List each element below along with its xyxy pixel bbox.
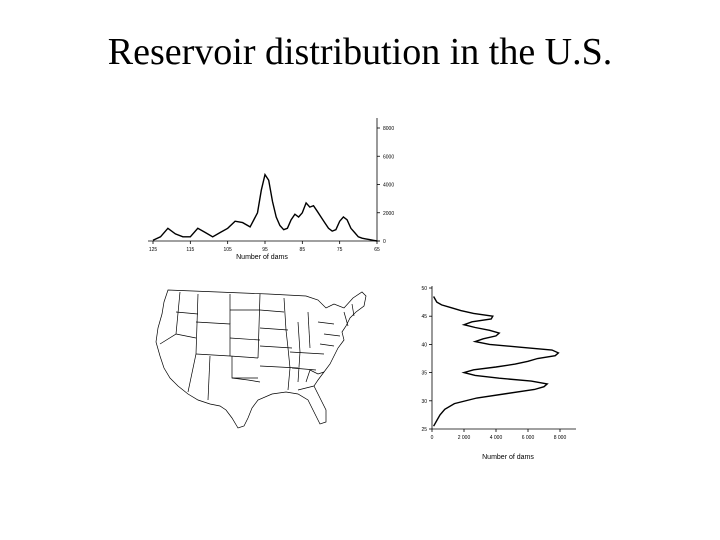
x-tick-label: 6 000 xyxy=(522,435,535,441)
y-tick-label: 6000 xyxy=(383,154,394,160)
y-tick-label: 50 xyxy=(421,286,427,292)
state-borders xyxy=(159,291,355,401)
us-outline xyxy=(155,289,367,429)
x-axis-title: Number of dams xyxy=(236,254,288,261)
x-tick-label: 115 xyxy=(186,247,194,253)
x-tick-label: 125 xyxy=(149,247,158,253)
y-tick-label: 35 xyxy=(421,371,427,377)
x-tick-label: 85 xyxy=(300,247,306,253)
us-state-map xyxy=(155,289,367,429)
y-tick-label: 0 xyxy=(383,239,386,245)
x-tick-label: 65 xyxy=(374,247,380,253)
x-tick-label: 95 xyxy=(262,247,268,253)
x-tick-label: 4 000 xyxy=(490,435,503,441)
y-tick-label: 2000 xyxy=(383,211,394,217)
x-tick-label: 8 000 xyxy=(554,435,567,441)
y-tick-label: 8000 xyxy=(383,126,394,132)
x-tick-label: 0 xyxy=(431,435,434,441)
y-tick-label: 40 xyxy=(421,342,427,348)
x-axis-title: Number of dams xyxy=(482,454,534,461)
y-tick-label: 4000 xyxy=(383,183,394,189)
latitude-dam-curve xyxy=(432,296,560,427)
y-tick-label: 25 xyxy=(421,427,427,433)
x-tick-label: 75 xyxy=(337,247,343,253)
x-tick-label: 2 000 xyxy=(458,435,471,441)
slide-title: Reservoir distribution in the U.S. xyxy=(107,31,613,73)
x-tick-label: 105 xyxy=(223,247,232,253)
y-tick-label: 30 xyxy=(421,399,427,405)
longitude-dam-chart: 125 115 105 95 85 75 65 0 2000 4000 6000 8000 Numb… xyxy=(148,118,394,261)
latitude-dam-chart: 0 2 000 4 000 6 000 8 000 25 30 35 40 45 50 Numbe… xyxy=(421,286,576,461)
y-tick-label: 45 xyxy=(421,314,427,320)
longitude-dam-curve xyxy=(152,172,378,242)
